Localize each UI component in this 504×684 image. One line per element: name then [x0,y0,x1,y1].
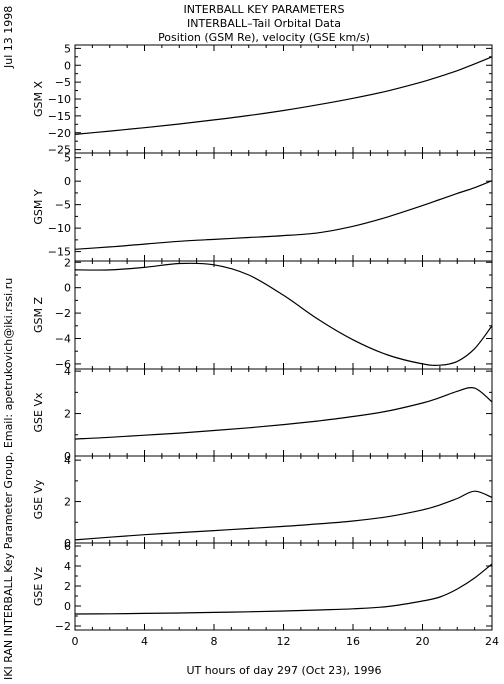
y-tick-label: −5 [55,76,71,89]
y-tick-label: 5 [64,152,71,165]
panel-label-gse-vz: GSE Vz [32,567,45,606]
y-tick-label: 2 [64,256,71,269]
panel-label-gsm-y: GSM Y [32,189,45,224]
x-tick-label: 16 [346,635,360,648]
panel-label-gse-vy: GSE Vy [32,479,45,519]
x-tick-label: 8 [211,635,218,648]
y-tick-label: −10 [48,93,71,106]
side-credit: IKI RAN INTERBALL Key Parameter Group, E… [2,278,15,680]
panel-frame-gse-vz [74,542,493,631]
y-tick-label: −6 [55,358,71,371]
series-line-gse-vx [74,387,493,440]
y-tick-label: −5 [55,199,71,212]
y-tick-label: 0 [64,175,71,188]
series-line-gsm-z [74,262,493,367]
panel-frame-gse-vx [74,368,493,457]
y-tick-label: −25 [48,144,71,157]
panel-label-gsm-z: GSM Z [32,297,45,333]
series-line-gsm-x [74,56,493,135]
y-tick-label: −10 [48,222,71,235]
x-tick-label: 4 [141,635,148,648]
header-title-2: INTERBALL–Tail Orbital Data [187,17,341,30]
x-tick-label: 12 [277,635,291,648]
panel-frame-gsm-z [74,260,493,370]
y-tick-label: 0 [64,537,71,550]
y-tick-label: −15 [48,246,71,259]
x-axis-label: UT hours of day 297 (Oct 23), 1996 [186,664,381,677]
series-line-gse-vz [74,563,493,615]
y-tick-label: 0 [64,600,71,613]
y-tick-label: 4 [64,454,71,467]
y-tick-label: −20 [48,127,71,140]
y-tick-label: 2 [64,496,71,509]
panel-label-gse-vx: GSE Vx [32,392,45,432]
panel-frame-gse-vy [74,455,493,544]
y-tick-label: −2 [55,307,71,320]
y-tick-label: −2 [55,620,71,633]
x-tick-label: 0 [72,635,79,648]
y-tick-label: 0 [64,59,71,72]
y-tick-label: −4 [55,333,71,346]
panel-frame-gsm-x [74,44,493,154]
y-tick-label: 2 [64,408,71,421]
y-tick-label: 5 [64,42,71,55]
side-date: Jul 13 1998 [2,6,15,69]
series-line-gsm-y [74,180,493,250]
y-tick-label: 0 [64,282,71,295]
y-tick-label: −15 [48,110,71,123]
y-tick-label: 0 [64,450,71,463]
y-tick-label: 4 [64,365,71,378]
y-tick-label: 4 [64,560,71,573]
x-tick-label: 24 [485,635,499,648]
y-tick-label: 6 [64,540,71,553]
header-title-1: INTERBALL KEY PARAMETERS [184,3,345,16]
x-tick-label: 20 [416,635,430,648]
panel-label-gsm-x: GSM X [32,81,45,117]
series-line-gse-vy [74,490,493,541]
header-title-3: Position (GSM Re), velocity (GSE km/s) [158,31,370,44]
y-tick-label: 2 [64,580,71,593]
